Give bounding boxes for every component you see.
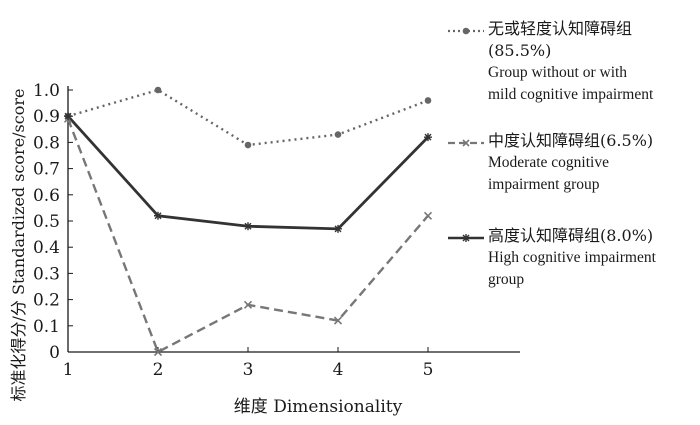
data-point: [64, 112, 72, 121]
y-tick-labels: 0 0.1 0.2 0.3 0.4 0.5 0.6 0.7 0.8 0.9 1.0: [33, 81, 60, 363]
data-point: [424, 97, 432, 104]
y-tick-label: 0.4: [33, 238, 60, 258]
x-tick-label: 2: [153, 360, 164, 380]
data-point: [244, 222, 252, 231]
legend-key-solid-star: [448, 234, 484, 242]
legend-label-moderate: 中度认知障碍组(6.5%) Moderate cognitive impairm…: [488, 130, 653, 196]
data-point: [424, 133, 432, 142]
x-tick-label: 3: [243, 360, 254, 380]
legend-moderate-cn: 中度认知障碍组(6.5%): [488, 131, 654, 150]
legend-high-cn: 高度认知障碍组(8.0%): [488, 226, 654, 245]
data-point: [244, 141, 252, 149]
data-point: [333, 316, 343, 325]
legend-mild-en-2: mild cognitive impairment: [488, 86, 654, 103]
y-tick-label: 0.7: [33, 160, 60, 180]
y-axis-title: 标准化得分/分 Standardized score/score: [9, 89, 28, 402]
y-tick-label: 0: [49, 343, 60, 363]
series-line-1: [67, 88, 429, 147]
y-tick-label: 0.9: [33, 107, 60, 127]
legend-key-dotted-circle: [448, 27, 484, 35]
y-tick-label: 0.8: [33, 133, 60, 153]
legend-mild-en-1: Group without or with: [488, 64, 628, 81]
y-tick-label: 0.5: [33, 212, 60, 232]
x-tick-labels: 1 2 3 4 5: [63, 360, 434, 380]
legend-label-high: 高度认知障碍组(8.0%) High cognitive impairment …: [488, 225, 656, 291]
legend-high-en-1: High cognitive impairment: [488, 249, 656, 266]
y-tick-label: 1.0: [33, 81, 60, 101]
data-point: [334, 131, 342, 138]
y-tick-label: 0.2: [33, 291, 60, 311]
y-tick-label: 0.1: [33, 317, 60, 337]
series-line-3: [66, 115, 429, 231]
data-point: [154, 211, 162, 220]
series-lines: [66, 88, 429, 354]
legend-key-dashed-x: [448, 139, 484, 147]
x-tick-label: 4: [333, 360, 344, 380]
series-line-2: [66, 118, 429, 354]
legend-moderate-en-1: Moderate cognitive: [488, 154, 609, 171]
data-point: [334, 224, 342, 233]
x-axis-title: 维度 Dimensionality: [234, 397, 403, 417]
legend-high-en-2: group: [488, 271, 525, 288]
x-tick-label: 5: [423, 360, 434, 380]
legend-moderate-en-2: impairment group: [488, 176, 600, 193]
legend-mild-cn-1: 无或轻度认知障碍组: [488, 19, 633, 38]
y-tick-label: 0.6: [33, 186, 60, 206]
data-point: [243, 300, 253, 309]
series-markers: [63, 86, 433, 357]
data-point: [153, 347, 163, 357]
data-point: [423, 211, 433, 220]
legend-label-mild: 无或轻度认知障碍组 (85.5%) Group without or with …: [488, 18, 653, 106]
y-tick-label: 0.3: [33, 264, 60, 284]
legend-mild-cn-2: (85.5%): [488, 41, 552, 60]
x-tick-label: 1: [63, 360, 74, 380]
data-point: [154, 86, 162, 94]
